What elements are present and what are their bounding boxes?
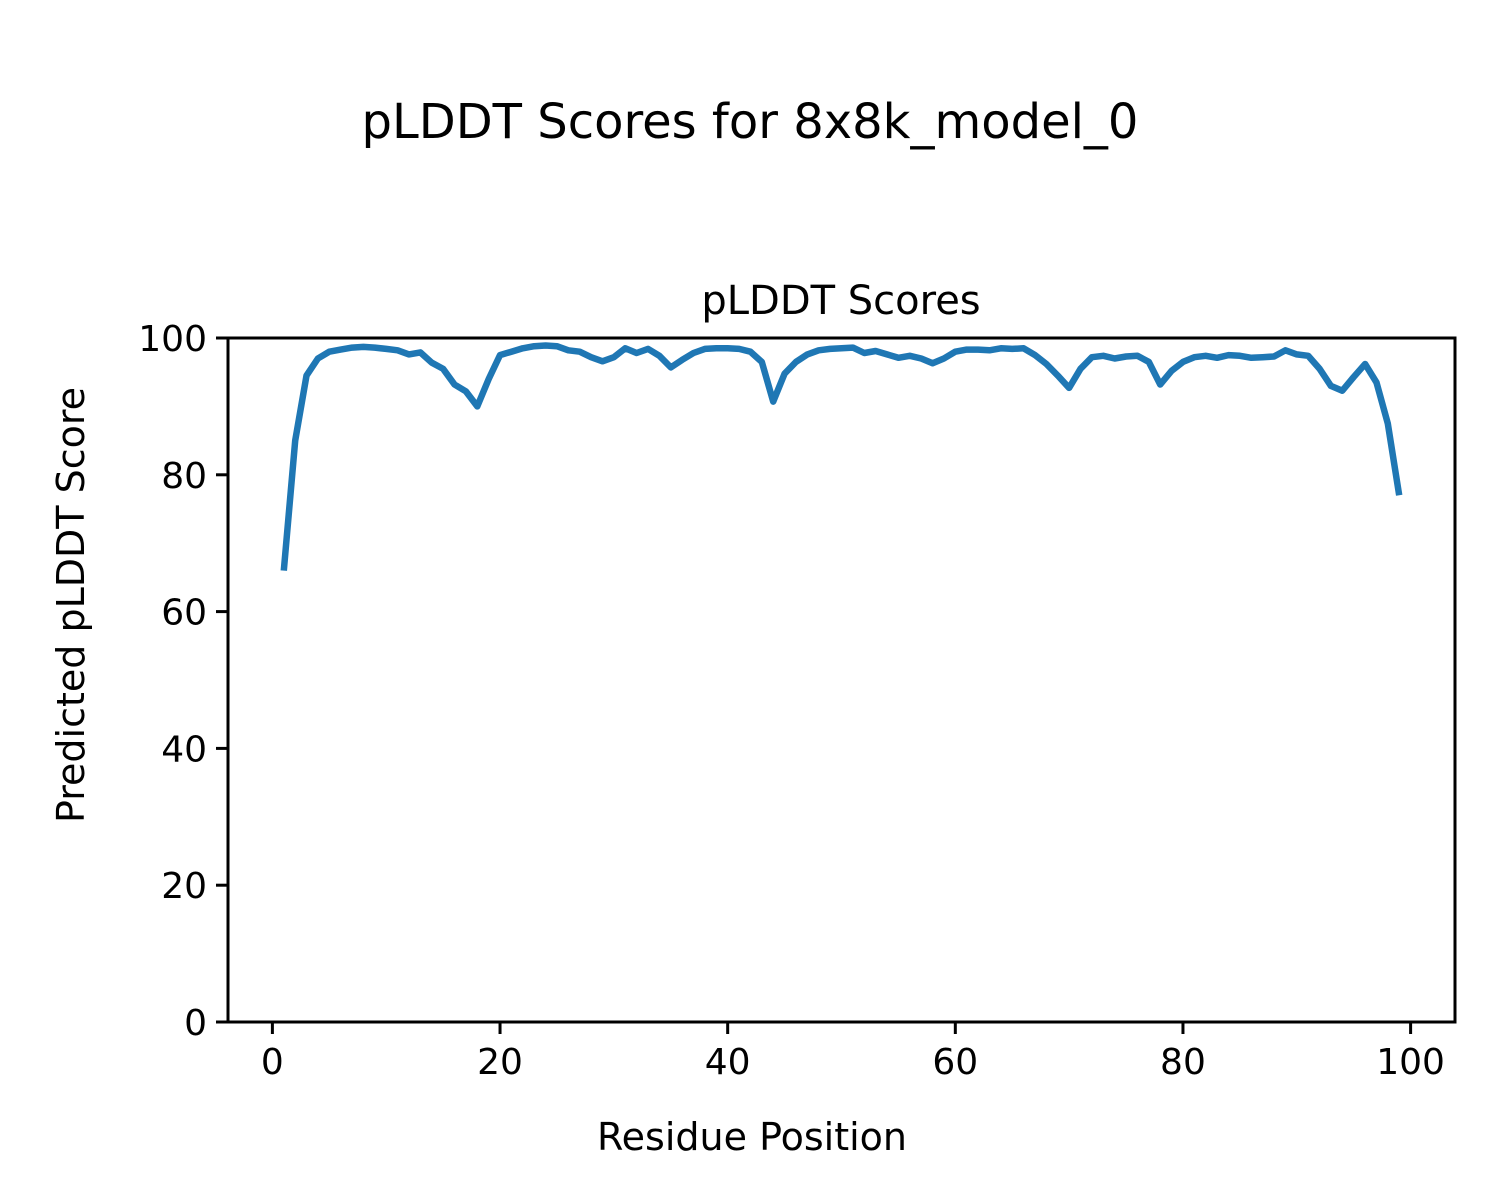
x-tick-label: 60 bbox=[932, 1042, 978, 1083]
x-tick-label: 0 bbox=[261, 1042, 284, 1083]
y-tick-label: 80 bbox=[161, 456, 207, 497]
y-axis-label: Predicted pLDDT Score bbox=[49, 387, 93, 823]
axis-tick-labels: 0 20 40 60 80 100 0 20 40 60 80 100 bbox=[138, 319, 1445, 1083]
figure-title: pLDDT Scores for 8x8k_model_0 bbox=[362, 94, 1139, 150]
x-axis-label: Residue Position bbox=[597, 1115, 907, 1159]
y-tick-label: 40 bbox=[161, 729, 207, 770]
x-tick-label: 100 bbox=[1376, 1042, 1445, 1083]
y-tick-label: 20 bbox=[161, 866, 207, 907]
x-tick-label: 20 bbox=[477, 1042, 523, 1083]
plddt-line-series bbox=[280, 342, 1403, 571]
y-tick-label: 100 bbox=[138, 319, 207, 360]
y-tick-label: 0 bbox=[184, 1003, 207, 1044]
x-tick-label: 40 bbox=[705, 1042, 751, 1083]
axes-frame bbox=[226, 336, 1457, 1024]
x-tick-label: 80 bbox=[1160, 1042, 1206, 1083]
axis-ticks bbox=[216, 336, 1413, 1034]
axes-title: pLDDT Scores bbox=[701, 278, 980, 324]
y-tick-label: 60 bbox=[161, 593, 207, 634]
